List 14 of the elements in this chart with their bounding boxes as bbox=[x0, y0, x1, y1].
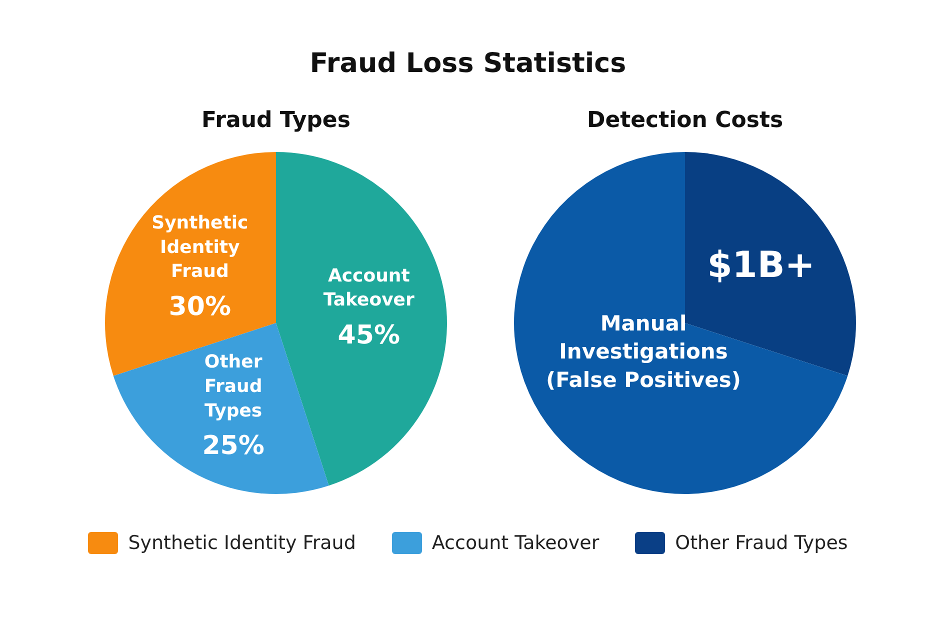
slice-label: $1B+ bbox=[707, 245, 815, 286]
legend-label: Other Fraud Types bbox=[675, 532, 848, 554]
chart-title: Fraud Types bbox=[200, 108, 352, 135]
slice-label: Manual Investigations (False Positives) bbox=[546, 311, 741, 392]
data-label: 30% bbox=[168, 292, 232, 322]
data-label: 25% bbox=[202, 431, 264, 461]
legend-label: Account Takeover bbox=[432, 532, 600, 554]
text: Fraud Loss Statistics bbox=[308, 48, 628, 79]
chart-title: Detection Costs bbox=[586, 108, 784, 135]
slice-label: Account Takeover bbox=[323, 265, 415, 311]
slice-label: Synthetic Identity Fraud bbox=[152, 212, 248, 282]
data-label: 45% bbox=[338, 320, 400, 350]
legend-label: Synthetic Identity Fraud bbox=[128, 532, 356, 554]
slice-label: Other Fraud Types bbox=[204, 352, 262, 422]
